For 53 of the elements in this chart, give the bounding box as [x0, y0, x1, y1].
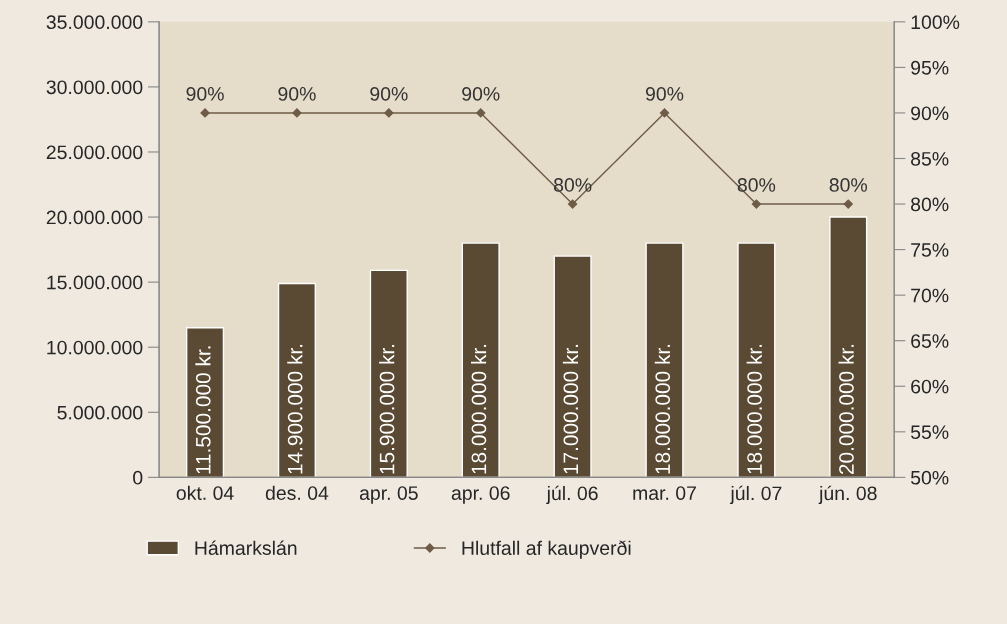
y-tick-label: 5.000.000 — [57, 405, 143, 420]
data-label: 18.000.000 kr. — [654, 344, 671, 474]
x-tick-label: jún. 08 — [818, 485, 877, 505]
data-label: 20.000.000 kr. — [838, 344, 854, 475]
data-label: 90% — [186, 87, 224, 101]
data-label: 90% — [370, 87, 408, 101]
x-tick-label: apr. 06 — [451, 486, 510, 504]
y-tick-label: 20.000.000 — [46, 210, 143, 225]
y2-tick-label: 65% — [911, 334, 949, 348]
data-label: 14.900.000 kr. — [287, 344, 303, 474]
y2-tick-label: 60% — [911, 379, 949, 394]
bar — [277, 282, 317, 478]
y2-tick-label: 55% — [910, 425, 949, 440]
y2-tick-label: 75% — [911, 243, 949, 257]
x-tick-label: okt. 04 — [176, 485, 234, 500]
y-tick-label: 0 — [133, 470, 143, 485]
bar — [737, 242, 776, 478]
y2-tick-label: 70% — [911, 288, 949, 303]
x-tick-label: des. 04 — [265, 485, 329, 500]
data-label: 80% — [553, 178, 592, 192]
bar — [829, 216, 868, 478]
bar — [185, 326, 225, 478]
bar — [461, 242, 500, 478]
y2-tick-label: 85% — [911, 151, 949, 166]
legend-label: Hlutfall af kaupverði — [462, 540, 631, 559]
data-label: 90% — [278, 87, 316, 101]
bar — [369, 269, 408, 478]
y-tick-label: 15.000.000 — [47, 275, 143, 290]
data-label: 18.000.000 kr. — [746, 344, 762, 474]
y-tick-label: 25.000.000 — [46, 145, 143, 160]
y2-tick-label: 100% — [911, 15, 960, 30]
bar — [645, 242, 684, 478]
data-label: 90% — [645, 87, 684, 101]
y2-tick-label: 80% — [911, 197, 949, 212]
y2-tick-label: 50% — [910, 470, 949, 485]
data-label: 11.500.000 kr. — [195, 346, 211, 474]
x-tick-label: apr. 05 — [359, 486, 418, 504]
data-label: 80% — [829, 178, 868, 192]
data-label: 17.000.000 kr. — [562, 344, 579, 474]
data-label: 18.000.000 kr. — [471, 344, 487, 474]
data-label: 90% — [462, 87, 500, 101]
y2-tick-label: 90% — [911, 106, 949, 121]
x-tick-label: júl. 06 — [546, 485, 598, 505]
y-tick-label: 35.000.000 — [46, 15, 143, 30]
legend-label: Hámarkslán — [195, 540, 297, 555]
y-tick-label: 10.000.000 — [47, 340, 143, 355]
data-label: 15.900.000 kr. — [379, 344, 395, 474]
x-tick-label: júl. 07 — [729, 485, 782, 505]
x-tick-label: mar. 07 — [633, 486, 696, 500]
bar — [553, 255, 592, 478]
data-label: 80% — [737, 178, 776, 192]
y-tick-label: 30.000.000 — [46, 80, 143, 95]
y2-tick-label: 95% — [911, 60, 949, 75]
